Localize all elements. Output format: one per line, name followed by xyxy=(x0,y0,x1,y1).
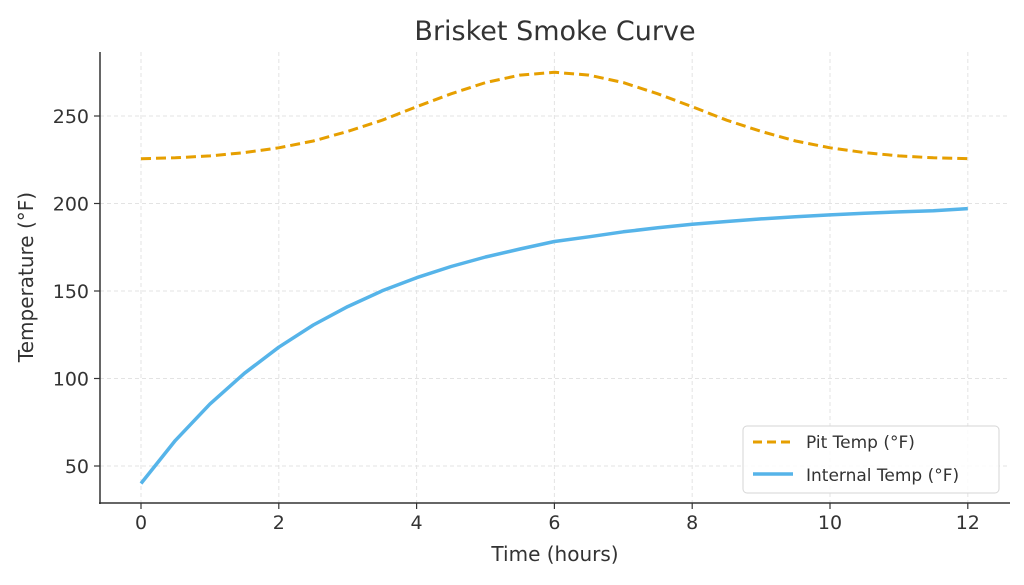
y-tick-label: 100 xyxy=(53,369,89,391)
y-tick-label: 250 xyxy=(53,106,89,128)
x-tick-label: 10 xyxy=(818,512,842,534)
x-tick-label: 6 xyxy=(548,512,560,534)
legend: Pit Temp (°F) Internal Temp (°F) xyxy=(742,425,1000,494)
x-tick-label: 8 xyxy=(686,512,698,534)
legend-label-internal: Internal Temp (°F) xyxy=(806,466,959,486)
y-axis-label: Temperature (°F) xyxy=(14,192,38,363)
y-tick-label: 150 xyxy=(53,281,89,303)
x-tick-label: 4 xyxy=(411,512,423,534)
y-tick-label: 200 xyxy=(53,194,89,216)
x-tick-label: 2 xyxy=(273,512,285,534)
x-axis-ticks: 0 2 4 6 8 10 12 xyxy=(135,503,980,534)
internal-temp-line xyxy=(139,206,968,485)
y-tick-label: 50 xyxy=(65,456,89,478)
x-tick-label: 0 xyxy=(135,512,147,534)
legend-label-pit: Pit Temp (°F) xyxy=(806,433,915,453)
x-tick-label: 12 xyxy=(956,512,980,534)
x-axis-label: Time (hours) xyxy=(490,542,618,566)
legend-box xyxy=(742,425,1000,494)
y-axis-ticks: 50 100 150 200 250 xyxy=(53,106,100,478)
pit-temp-line xyxy=(140,70,968,161)
chart-title: Brisket Smoke Curve xyxy=(414,16,695,47)
series-lines xyxy=(139,70,968,485)
